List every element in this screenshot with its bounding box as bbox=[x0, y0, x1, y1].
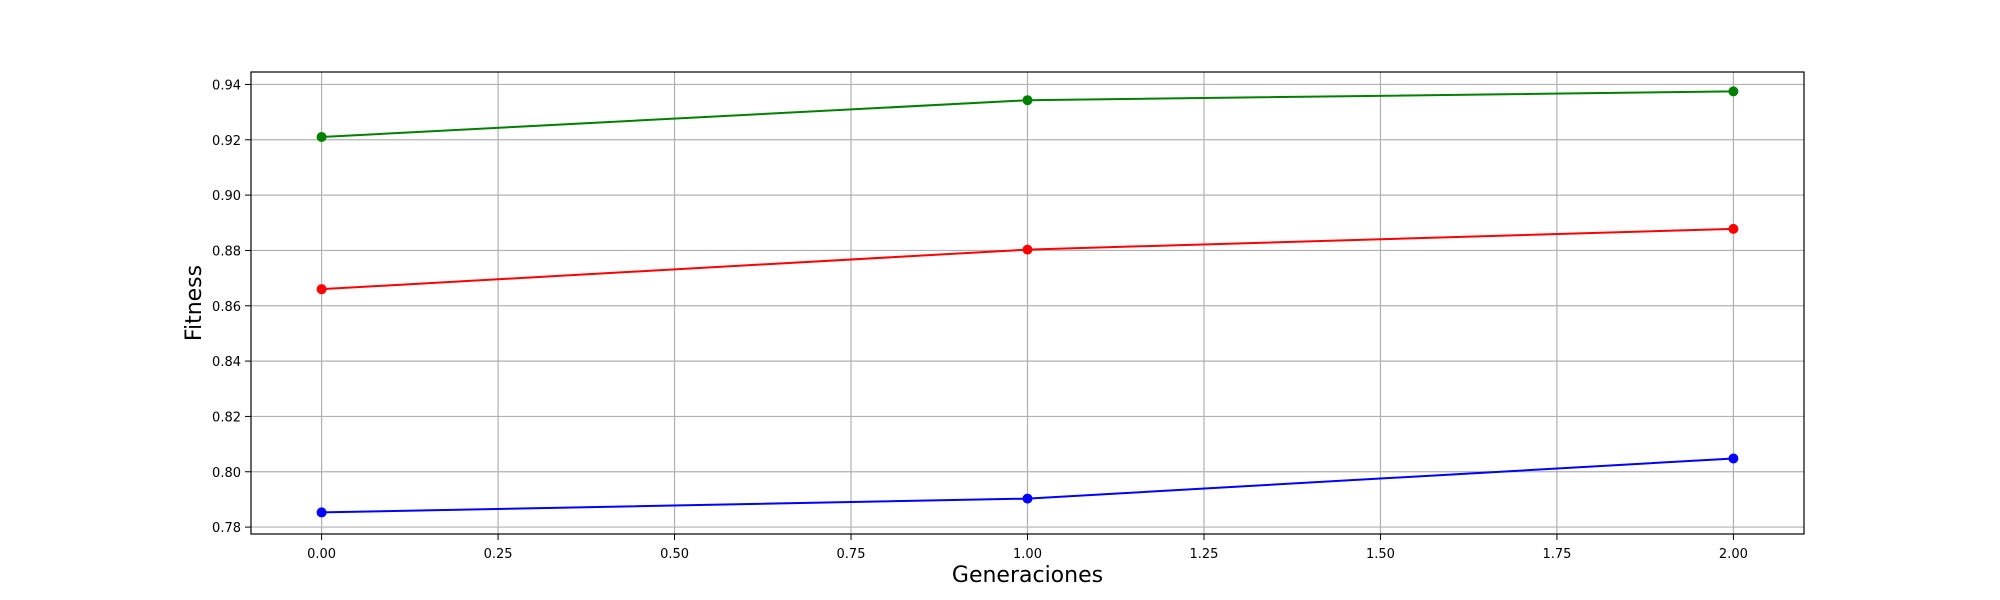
y-tick-label: 0.88 bbox=[212, 244, 241, 259]
x-tick-label: 1.75 bbox=[1542, 547, 1571, 562]
y-tick-label: 0.82 bbox=[212, 410, 241, 425]
data-point bbox=[316, 132, 327, 143]
series-0 bbox=[316, 86, 1739, 143]
y-tick-label: 0.86 bbox=[212, 300, 241, 315]
y-tick-label: 0.90 bbox=[212, 189, 241, 204]
x-tick-label: 0.00 bbox=[307, 547, 336, 562]
y-tick-label: 0.80 bbox=[212, 466, 241, 481]
data-point bbox=[1022, 95, 1033, 106]
data-point bbox=[316, 284, 327, 295]
x-tick-label: 0.50 bbox=[660, 547, 689, 562]
x-tick-label: 1.00 bbox=[1013, 547, 1042, 562]
data-point bbox=[1728, 453, 1739, 464]
x-tick-label: 2.00 bbox=[1719, 547, 1748, 562]
x-tick-label: 0.25 bbox=[484, 547, 513, 562]
x-tick-label: 1.25 bbox=[1190, 547, 1219, 562]
x-axis-label: Generaciones bbox=[952, 563, 1103, 588]
data-point bbox=[1728, 223, 1739, 234]
x-tick-label: 0.75 bbox=[837, 547, 866, 562]
grid-lines bbox=[251, 72, 1804, 534]
data-point bbox=[1728, 86, 1739, 97]
data-point bbox=[316, 507, 327, 518]
y-tick-label: 0.78 bbox=[212, 521, 241, 536]
ticks: 0.00 0.25 0.50 0.75 1.00 1.25 1.50 1.75 2.00 0.78… bbox=[212, 78, 1748, 562]
y-axis-label: Fitness bbox=[182, 265, 207, 341]
y-tick-label: 0.94 bbox=[212, 78, 241, 93]
x-tick-label: 1.50 bbox=[1366, 547, 1395, 562]
series-2 bbox=[316, 453, 1739, 518]
data-point bbox=[1022, 493, 1033, 504]
series-layer bbox=[316, 86, 1739, 518]
data-point bbox=[1022, 244, 1033, 255]
y-tick-label: 0.92 bbox=[212, 134, 241, 149]
series-1 bbox=[316, 223, 1739, 295]
y-tick-label: 0.84 bbox=[212, 355, 241, 370]
